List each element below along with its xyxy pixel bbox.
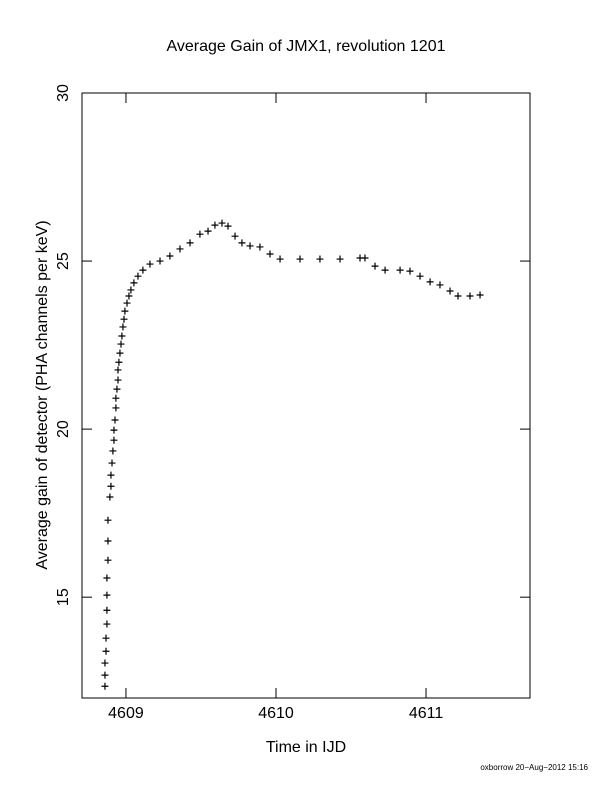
data-point: [123, 299, 131, 307]
data-point: [130, 279, 138, 287]
data-point: [276, 255, 284, 263]
data-point: [116, 349, 124, 357]
data-point: [166, 252, 174, 260]
data-point: [146, 260, 154, 268]
data-point: [101, 659, 109, 667]
data-point: [108, 459, 116, 467]
data-point: [103, 591, 111, 599]
data-point: [112, 404, 120, 412]
data-point: [119, 323, 127, 331]
data-point: [196, 230, 204, 238]
x-axis-label: Time in IJD: [266, 739, 346, 756]
data-point: [361, 254, 369, 262]
data-point: [107, 471, 115, 479]
data-point: [454, 292, 462, 300]
data-point: [371, 262, 379, 270]
data-point: [256, 243, 264, 251]
data-point: [104, 516, 112, 524]
data-point: [134, 272, 142, 280]
data-point: [476, 291, 484, 299]
x-tick-label: 4610: [258, 705, 294, 722]
data-point: [176, 245, 184, 253]
y-tick-label: 20: [55, 420, 72, 438]
data-point: [102, 647, 110, 655]
data-point: [446, 287, 454, 295]
data-point: [139, 266, 147, 274]
data-point: [296, 255, 304, 263]
data-point: [238, 239, 246, 247]
data-point: [102, 634, 110, 642]
data-point: [224, 222, 232, 230]
data-point: [115, 358, 123, 366]
data-point: [103, 606, 111, 614]
data-point: [218, 219, 226, 227]
data-point: [211, 221, 219, 229]
data-point: [127, 286, 135, 294]
data-point: [246, 242, 254, 250]
data-point: [110, 436, 118, 444]
data-point: [121, 307, 129, 315]
data-point: [336, 255, 344, 263]
data-point: [101, 682, 109, 690]
data-point: [416, 272, 424, 280]
data-point: [114, 376, 122, 384]
y-axis-label: Average gain of detector (PHA channels p…: [34, 220, 51, 569]
data-point: [316, 255, 324, 263]
data-point: [101, 671, 109, 679]
data-point: [110, 426, 118, 434]
data-point: [406, 267, 414, 275]
data-point: [125, 292, 133, 300]
data-point: [156, 257, 164, 265]
y-tick-label: 15: [55, 588, 72, 606]
chart-title: Average Gain of JMX1, revolution 1201: [167, 38, 446, 55]
data-point: [112, 394, 120, 402]
data-point: [106, 493, 114, 501]
footer: oxborrow 20−Aug−2012 15:16: [480, 763, 588, 772]
data-point: [118, 332, 126, 340]
data-point: [381, 266, 389, 274]
plot-frame: [81, 92, 531, 699]
data-point: [266, 250, 274, 258]
data-point: [109, 447, 117, 455]
data-point: [113, 385, 121, 393]
data-point: [104, 556, 112, 564]
x-tick-label: 4609: [108, 705, 144, 722]
data-point: [426, 278, 434, 286]
data-point: [104, 537, 112, 545]
data-point: [114, 366, 122, 374]
data-point: [204, 227, 212, 235]
data-point: [120, 315, 128, 323]
y-tick-label: 30: [55, 84, 72, 102]
y-tick-label: 25: [55, 252, 72, 270]
data-point: [231, 232, 239, 240]
data-point: [396, 266, 404, 274]
x-tick-label: 4611: [409, 705, 444, 722]
data-point: [186, 239, 194, 247]
data-point: [436, 281, 444, 289]
data-point: [103, 620, 111, 628]
data-point: [117, 340, 125, 348]
data-point: [107, 482, 115, 490]
data-point: [111, 416, 119, 424]
data-point: [466, 292, 474, 300]
data-point: [103, 574, 111, 582]
